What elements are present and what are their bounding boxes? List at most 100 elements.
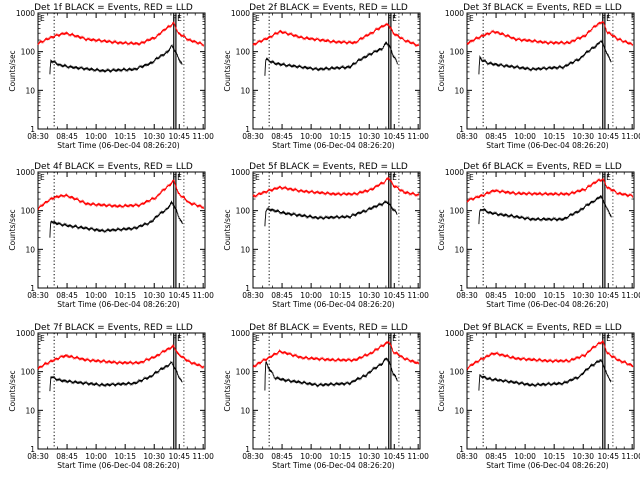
event-marker-label: E	[255, 14, 260, 23]
panel-title: Det 2f BLACK = Events, RED = LLD	[249, 3, 408, 13]
y-tick-label: 100	[450, 368, 465, 377]
lld-series-line	[37, 21, 205, 48]
x-tick-label: 11:00	[192, 291, 214, 300]
y-tick-label: 1000	[445, 329, 464, 338]
y-tick-label: 100	[236, 48, 251, 57]
event-marker-label: E	[469, 334, 474, 343]
x-tick-label: 08:45	[485, 132, 507, 141]
x-tick-label: 10:45	[383, 452, 405, 461]
x-tick-label: 11:00	[621, 452, 640, 461]
y-tick-label: 10	[454, 245, 464, 254]
y-tick-label: 1000	[16, 168, 35, 177]
event-marker-label: E	[40, 14, 45, 23]
x-tick-label: 11:00	[192, 452, 214, 461]
x-tick-label: 08:30	[242, 452, 264, 461]
x-tick-label: 10:00	[514, 452, 536, 461]
x-tick-label: 11:00	[192, 132, 214, 141]
x-tick-label: 08:45	[56, 452, 78, 461]
x-tick-label: 10:45	[168, 132, 190, 141]
y-tick-label: 1000	[16, 9, 35, 18]
x-tick-label: 11:00	[621, 291, 640, 300]
y-tick-label: 100	[450, 207, 465, 216]
x-tick-label: 10:15	[543, 452, 565, 461]
x-tick-label: 08:30	[242, 291, 264, 300]
x-tick-label: 08:30	[27, 291, 49, 300]
y-tick-label: 1	[245, 125, 250, 134]
events-series-line	[264, 41, 398, 76]
panel-det-6: Det 6f BLACK = Events, RED = LLD 1 10 100 10…	[437, 162, 640, 309]
y-tick-label: 1000	[231, 329, 250, 338]
x-tick-label: 10:45	[597, 132, 619, 141]
panel-title: Det 1f BLACK = Events, RED = LLD	[34, 3, 193, 13]
plot-frame	[252, 332, 421, 450]
event-marker-label: E	[40, 173, 45, 182]
flare-end-marker-label: FE	[388, 14, 397, 23]
lld-series-line	[252, 176, 420, 199]
x-tick-label: 10:15	[329, 291, 351, 300]
y-axis-label: Counts/sec	[437, 370, 446, 411]
lld-series-line	[252, 340, 420, 368]
y-tick-label: 1	[30, 445, 35, 454]
y-tick-label: 1000	[231, 168, 250, 177]
x-tick-label: 08:30	[456, 132, 478, 141]
plot-frame	[252, 171, 421, 289]
x-axis-label: Start Time (06-Dec-04 08:26:20)	[486, 141, 608, 150]
panel-det-4: Det 4f BLACK = Events, RED = LLD 1 10 100 10…	[8, 162, 214, 309]
panel-det-9: Det 9f BLACK = Events, RED = LLD 1 10 100 10…	[437, 323, 640, 470]
plot-frame	[252, 12, 421, 130]
flare-end-marker-label: FE	[388, 173, 397, 182]
lld-series-line	[37, 179, 205, 211]
y-tick-label: 1	[30, 125, 35, 134]
x-tick-label: 08:30	[456, 291, 478, 300]
x-tick-label: 08:30	[456, 452, 478, 461]
y-tick-label: 1000	[445, 168, 464, 177]
y-tick-label: 100	[21, 48, 36, 57]
flare-end-marker-label: FE	[173, 334, 182, 343]
y-axis-label: Counts/sec	[8, 370, 17, 411]
plot-frame	[466, 171, 635, 289]
panel-det-7: Det 7f BLACK = Events, RED = LLD 1 10 100 10…	[8, 323, 214, 470]
flare-end-marker-label: FE	[173, 173, 182, 182]
y-tick-label: 10	[240, 245, 250, 254]
y-axis-label: Counts/sec	[223, 370, 232, 411]
x-tick-label: 08:45	[271, 452, 293, 461]
x-tick-label: 10:30	[572, 452, 594, 461]
event-marker-label: E	[469, 173, 474, 182]
x-axis-label: Start Time (06-Dec-04 08:26:20)	[272, 461, 394, 470]
x-tick-label: 10:00	[300, 291, 322, 300]
x-tick-label: 10:30	[143, 452, 165, 461]
events-series-line	[49, 43, 183, 75]
x-tick-label: 10:15	[114, 452, 136, 461]
x-tick-label: 10:00	[300, 132, 322, 141]
y-tick-label: 1	[245, 284, 250, 293]
y-tick-label: 10	[240, 86, 250, 95]
flare-end-marker-label: FE	[173, 14, 182, 23]
x-tick-label: 10:00	[514, 291, 536, 300]
y-tick-label: 10	[25, 245, 35, 254]
y-axis-label: Counts/sec	[8, 209, 17, 250]
lld-series-line	[252, 22, 420, 48]
x-tick-label: 10:00	[300, 452, 322, 461]
y-axis-label: Counts/sec	[437, 50, 446, 91]
lld-series-line	[466, 339, 634, 371]
x-tick-label: 10:00	[85, 132, 107, 141]
plot-frame	[37, 171, 206, 289]
y-tick-label: 1	[459, 445, 464, 454]
y-axis-label: Counts/sec	[223, 50, 232, 91]
flare-end-marker-label: FE	[388, 334, 397, 343]
x-tick-label: 10:30	[358, 132, 380, 141]
events-series-line	[264, 199, 398, 227]
x-tick-label: 11:00	[407, 132, 429, 141]
y-tick-label: 1	[459, 125, 464, 134]
events-series-line	[264, 357, 398, 391]
x-axis-label: Start Time (06-Dec-04 08:26:20)	[272, 141, 394, 150]
event-marker-label: E	[255, 173, 260, 182]
lld-series-line	[466, 177, 634, 204]
x-tick-label: 10:30	[358, 291, 380, 300]
x-tick-label: 10:45	[168, 291, 190, 300]
x-tick-label: 08:45	[271, 132, 293, 141]
y-tick-label: 1000	[16, 329, 35, 338]
x-tick-label: 10:30	[572, 132, 594, 141]
x-tick-label: 10:30	[143, 291, 165, 300]
x-tick-label: 08:30	[27, 452, 49, 461]
